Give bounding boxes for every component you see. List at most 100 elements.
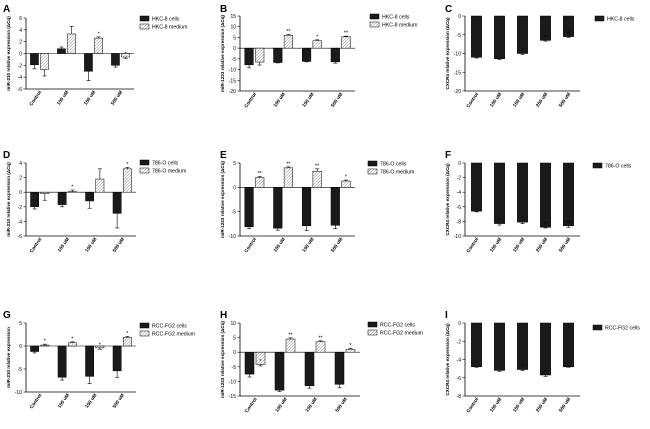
y-tick-label: -4	[457, 358, 462, 364]
panel-letter: G	[3, 310, 11, 321]
x-tick-label: 150 uM	[301, 237, 315, 254]
y-tick-label: -6	[457, 205, 462, 211]
bar	[283, 167, 293, 188]
significance-marker: **	[286, 161, 291, 167]
x-tick-label: 100 uM	[57, 393, 71, 410]
bar	[283, 35, 293, 49]
y-tick-label: -6	[18, 234, 23, 240]
bar	[494, 322, 505, 371]
y-tick-label: 5	[233, 35, 236, 41]
legend-label: 786-O medium	[152, 169, 186, 175]
y-tick-label: -4	[18, 219, 23, 225]
significance-marker: **	[344, 31, 349, 37]
legend-swatch	[367, 321, 378, 328]
y-axis-label: CXCR4 relative expression (ΔCq)	[445, 323, 450, 396]
y-tick-label: 2	[19, 176, 22, 182]
x-tick-label: 100 uM	[56, 90, 70, 107]
significance-marker: **	[543, 222, 548, 228]
bar	[312, 171, 322, 188]
bar	[112, 191, 122, 214]
bar	[302, 187, 312, 227]
bar	[255, 177, 265, 188]
significance-marker: **	[315, 163, 320, 169]
y-tick-label: 15	[230, 14, 236, 20]
legend-swatch	[369, 21, 380, 28]
x-tick-label: 150 uM	[512, 397, 526, 414]
legend-swatch	[367, 160, 378, 167]
bar	[274, 351, 285, 391]
y-tick-label: -10	[229, 234, 236, 240]
significance-marker: *	[126, 162, 129, 168]
bar	[471, 162, 482, 212]
bar	[40, 53, 49, 70]
bar	[244, 47, 254, 66]
legend-swatch	[592, 324, 603, 331]
bar	[494, 162, 505, 224]
panel-e: E -10 -5 0 5 miR-1233 relative expression (ΔC…	[220, 150, 414, 254]
significance-marker: *	[544, 370, 547, 376]
bar	[315, 341, 326, 353]
legend-label: RCC-FG2 medium	[380, 331, 423, 337]
bar	[471, 15, 482, 58]
y-axis-label: miR-1233 relative expression (ΔCq)	[220, 320, 225, 398]
legend-label: RCC-FG2 cells	[152, 324, 187, 330]
panel-i: I -8 -6 -4 -2 0 CXCR4 relative expression (ΔCq…	[445, 310, 640, 414]
y-tick-label: 5	[233, 336, 236, 342]
legend-label: HKC-8 medium	[382, 23, 417, 29]
x-tick-label: Control	[243, 237, 258, 254]
legend-swatch	[139, 330, 150, 337]
x-tick-label: Control	[243, 92, 258, 109]
y-axis-label: miR-210 relative expression (ΔCq)	[6, 16, 11, 91]
y-tick-label: 5	[233, 161, 236, 167]
bar	[30, 345, 39, 352]
x-tick-label: 500 uM	[334, 397, 348, 414]
bar	[273, 187, 283, 229]
bar	[341, 36, 351, 49]
significance-marker: *	[316, 34, 319, 40]
bar	[68, 191, 77, 193]
legend-label: 786-O cells	[380, 162, 407, 168]
bar	[94, 37, 103, 54]
x-tick-label: 250 uM	[535, 237, 549, 254]
bar	[494, 15, 505, 59]
y-tick-label: -15	[454, 70, 461, 76]
panel-letter: E	[220, 150, 227, 161]
x-tick-label: 150 uM	[512, 92, 526, 109]
legend-label: RCC-FG2 cells	[605, 326, 640, 332]
bar	[302, 47, 312, 62]
legend-swatch	[367, 329, 378, 336]
legend-swatch	[369, 13, 380, 20]
bar	[123, 337, 132, 347]
significance-marker: *	[44, 339, 47, 345]
x-tick-label: 150 uM	[512, 237, 526, 254]
x-tick-label: 500 uM	[558, 92, 572, 109]
significance-marker: *	[99, 342, 102, 348]
x-tick-label: 100 uM	[57, 237, 71, 254]
bar	[304, 351, 315, 387]
x-tick-label: Control	[465, 92, 480, 109]
x-tick-label: 250 uM	[535, 397, 549, 414]
significance-marker: **	[258, 171, 263, 177]
legend-swatch	[139, 159, 150, 166]
significance-marker: *	[521, 48, 524, 54]
x-tick-label: 100 uM	[274, 397, 288, 414]
significance-marker: **	[286, 29, 291, 35]
y-tick-label: -5	[18, 367, 23, 373]
legend-label: HKC-8 cells	[607, 17, 635, 23]
significance-marker: *	[71, 185, 74, 191]
bar	[334, 351, 345, 385]
y-tick-label: -8	[457, 394, 462, 400]
bar	[84, 53, 93, 72]
y-tick-label: -2	[457, 176, 462, 182]
bar	[112, 345, 122, 372]
significance-marker: **	[566, 31, 571, 37]
bar	[244, 187, 254, 228]
y-tick-label: 0	[458, 161, 461, 167]
bar	[330, 47, 340, 63]
y-tick-label: -2	[457, 339, 462, 345]
significance-marker: *	[521, 217, 524, 223]
y-tick-label: 0	[19, 52, 22, 58]
bar	[85, 191, 94, 202]
significance-marker: *	[521, 364, 524, 370]
y-tick-label: 0	[19, 190, 22, 196]
